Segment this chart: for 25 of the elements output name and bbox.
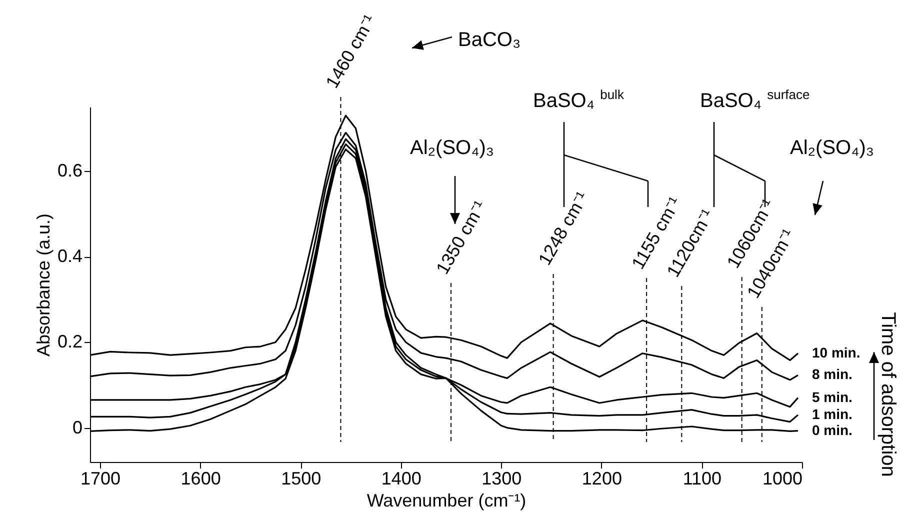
text: BaCO₃ (458, 29, 521, 51)
x-tick-label: 1100 (682, 468, 722, 488)
annotation: BaSO₄ $^{bulk}$ (533, 87, 624, 112)
series-label: 10 min. (812, 344, 860, 360)
annotation: Al₂(SO₄)₃ (410, 137, 494, 159)
y-tick-label: 0 (72, 417, 82, 438)
text: Time of adsorption (877, 312, 899, 477)
annotation: Al₂(SO₄)₃ (790, 137, 874, 159)
x-tick-label: 1700 (80, 468, 121, 488)
annotation: BaSO₄ $^{surface}$ (700, 87, 810, 112)
x-tick-label: 1600 (180, 468, 221, 488)
y-axis-title: Absorbance (a.u.) (33, 213, 54, 357)
x-tick-label: 1400 (381, 468, 422, 488)
series-label: 5 min. (812, 388, 852, 405)
x-tick-label: 1500 (281, 468, 322, 488)
y-tick-label: 0.2 (57, 332, 82, 352)
x-tick-label: 1300 (482, 468, 522, 488)
x-tick-label: 1000 (762, 468, 802, 488)
y-tick-label: 0.6 (57, 160, 82, 181)
y-tick-label: 0.4 (57, 246, 82, 266)
series-label: 1 min. (812, 406, 852, 422)
series-label: 0 min. (812, 422, 852, 438)
x-tick-label: 1200 (582, 468, 622, 488)
x-axis-title: Wavenumber (cm⁻¹) (366, 490, 526, 510)
series-label: 8 min. (812, 366, 852, 382)
